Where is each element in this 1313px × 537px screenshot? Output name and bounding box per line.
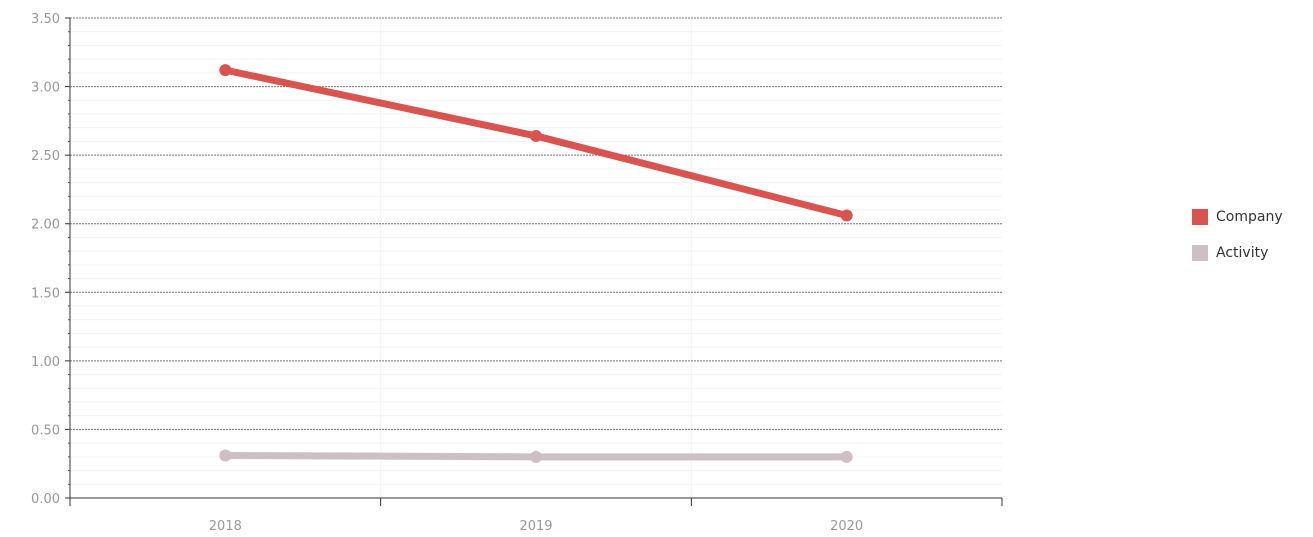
legend-item-activity[interactable]: Activity [1192, 244, 1283, 262]
legend-swatch-activity [1192, 245, 1208, 261]
legend-label-activity: Activity [1216, 245, 1269, 261]
legend-label-company: Company [1216, 209, 1283, 225]
axes [69, 18, 1002, 499]
legend: Company Activity [1192, 208, 1283, 280]
x-tick-label: 2019 [519, 519, 552, 534]
x-axis-ticks: 2018 2019 2020 [69, 498, 1003, 534]
x-tick-label: 2018 [209, 519, 242, 534]
grid-lines [70, 17, 1002, 499]
data-point-activity[interactable] [530, 450, 542, 463]
data-point-company[interactable] [219, 64, 232, 77]
legend-swatch-company [1192, 209, 1208, 225]
y-axis-ticks: 0.00 0.50 1.00 1.50 2.00 2.50 3.00 3.50 [31, 12, 70, 507]
y-tick-label: 3.00 [31, 81, 60, 96]
y-tick-label: 2.00 [31, 218, 60, 233]
y-tick-label: 1.00 [31, 355, 60, 370]
data-point-activity[interactable] [840, 450, 853, 463]
y-tick-label: 3.50 [31, 12, 60, 27]
data-point-company[interactable] [840, 209, 853, 222]
series-lines [219, 64, 853, 463]
series-line-company [221, 66, 851, 219]
y-tick-label: 1.50 [31, 286, 60, 301]
legend-item-company[interactable]: Company [1192, 208, 1283, 226]
x-tick-label: 2020 [830, 519, 863, 534]
y-tick-label: 0.50 [31, 423, 60, 438]
data-point-company[interactable] [530, 129, 542, 142]
y-tick-label: 0.00 [31, 492, 60, 507]
data-point-activity[interactable] [219, 449, 232, 462]
y-tick-label: 2.50 [31, 149, 60, 164]
